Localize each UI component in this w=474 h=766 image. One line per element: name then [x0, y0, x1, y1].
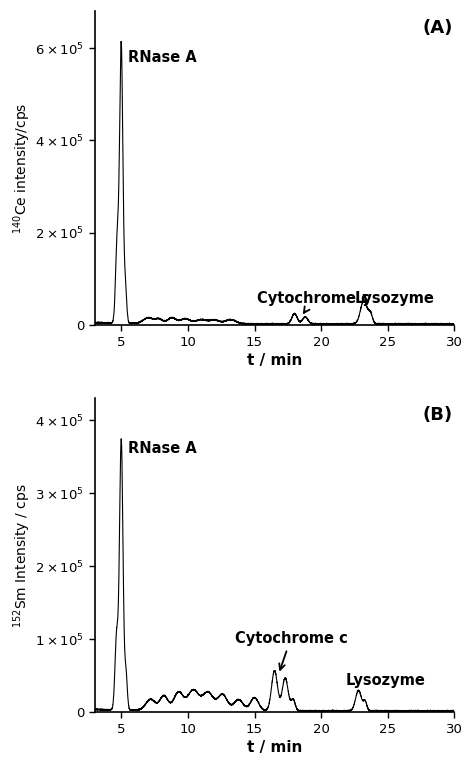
- Text: Cytochrome c: Cytochrome c: [257, 291, 370, 313]
- X-axis label: t / min: t / min: [247, 352, 302, 368]
- Y-axis label: $^{140}$Ce intensity/cps: $^{140}$Ce intensity/cps: [11, 103, 33, 234]
- Text: Cytochrome c: Cytochrome c: [235, 631, 347, 669]
- Text: (B): (B): [422, 406, 452, 424]
- Text: RNase A: RNase A: [128, 50, 197, 65]
- Y-axis label: $^{152}$Sm Intensity / cps: $^{152}$Sm Intensity / cps: [11, 483, 33, 627]
- X-axis label: t / min: t / min: [247, 740, 302, 755]
- Text: (A): (A): [422, 19, 453, 37]
- Text: RNase A: RNase A: [128, 441, 197, 456]
- Text: Lysozyme: Lysozyme: [345, 673, 425, 688]
- Text: Lysozyme: Lysozyme: [355, 291, 434, 306]
